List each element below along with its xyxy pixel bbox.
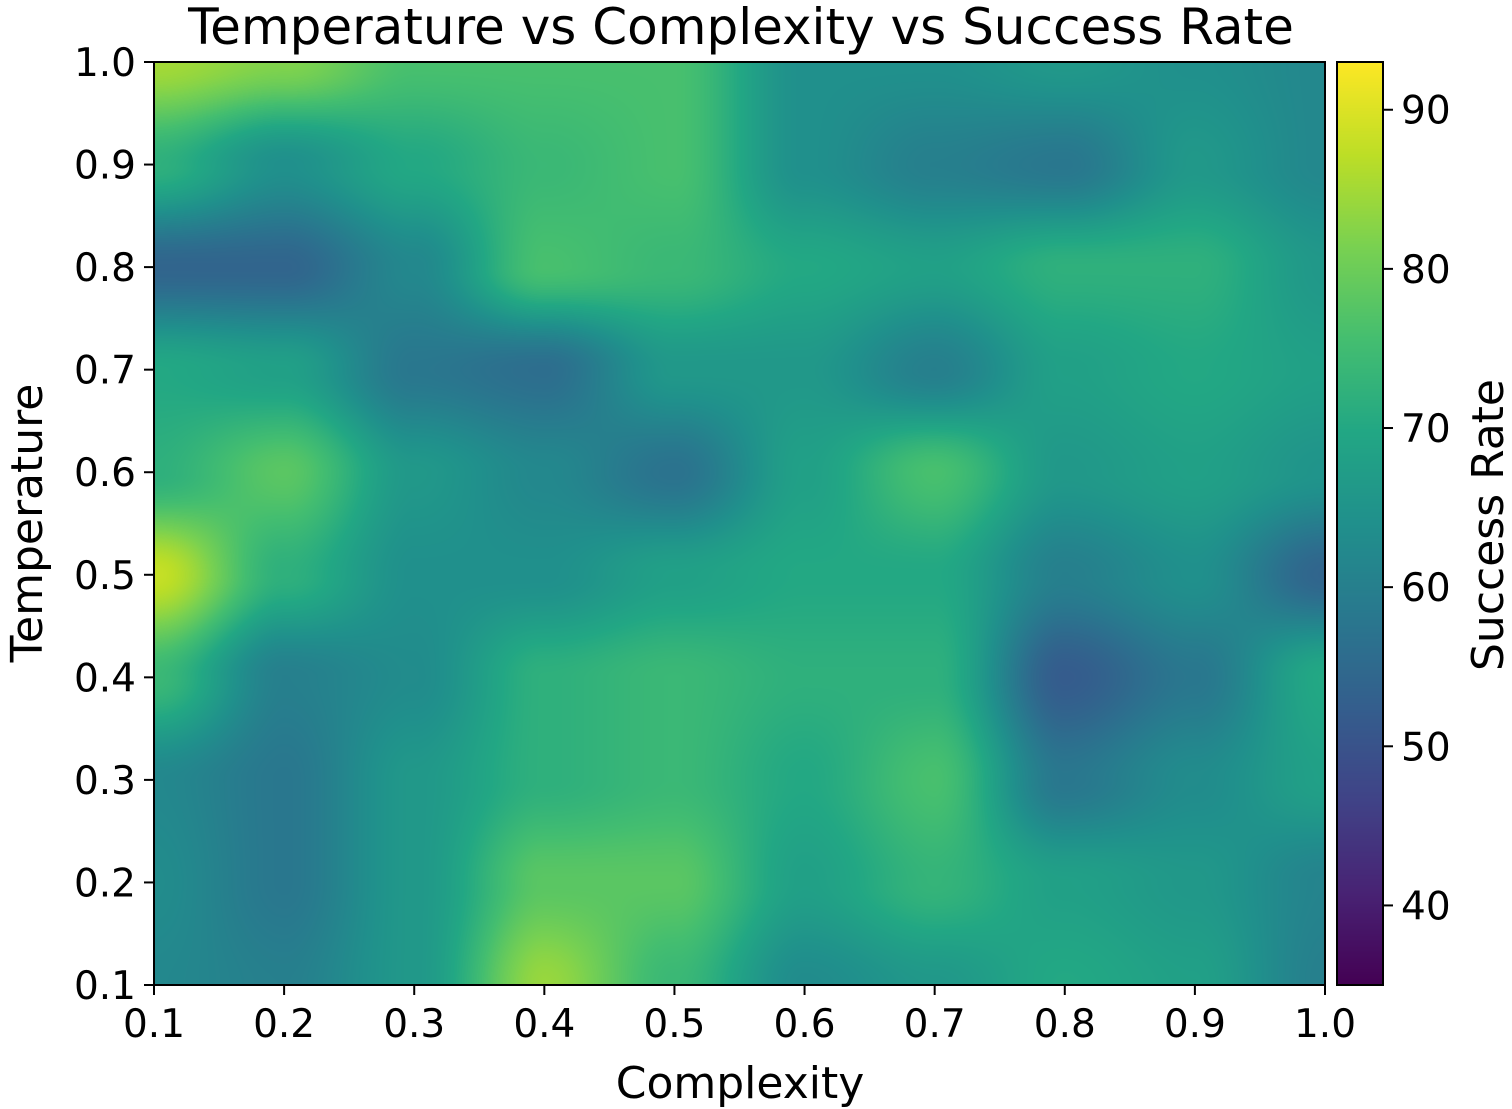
y-tick-label: 0.7 <box>74 349 136 394</box>
x-tick-label: 0.7 <box>904 1002 966 1047</box>
x-tick-label: 0.4 <box>513 1002 575 1047</box>
colorbar-frame <box>1336 61 1384 986</box>
y-tick-label: 0.9 <box>74 144 136 189</box>
x-tick-label: 0.8 <box>1034 1002 1096 1047</box>
x-axis-label: Complexity <box>616 1058 865 1109</box>
y-tick-label: 0.1 <box>74 964 136 1009</box>
y-tick-label: 0.4 <box>74 656 136 701</box>
y-tick-label: 0.2 <box>74 861 136 906</box>
y-axis-ticks: 0.1 0.2 0.3 0.4 0.5 0.6 0.7 0.8 0.9 1.0 <box>74 41 154 1009</box>
colorbar-label: Success Rate <box>1463 379 1512 671</box>
colorbar-tick-label: 40 <box>1401 884 1451 929</box>
colorbar-tick-label: 90 <box>1401 89 1451 134</box>
colorbar-tick-label: 60 <box>1401 566 1451 611</box>
colorbar-tick-label: 50 <box>1401 725 1451 770</box>
y-tick-label: 1.0 <box>74 41 136 86</box>
x-tick-label: 0.3 <box>383 1002 445 1047</box>
x-tick-label: 0.6 <box>774 1002 836 1047</box>
heatmap-surface <box>154 62 1325 985</box>
x-axis-ticks: 0.1 0.2 0.3 0.4 0.5 0.6 0.7 0.8 0.9 1.0 <box>123 985 1356 1047</box>
x-tick-label: 0.5 <box>643 1002 705 1047</box>
y-tick-label: 0.8 <box>74 246 136 291</box>
colorbar-ticks: 40 50 60 70 80 90 <box>1383 89 1451 929</box>
y-tick-label: 0.3 <box>74 759 136 804</box>
x-tick-label: 1.0 <box>1294 1002 1356 1047</box>
x-tick-label: 0.1 <box>123 1002 185 1047</box>
plot-frame <box>153 61 1326 986</box>
x-tick-label: 0.9 <box>1164 1002 1226 1047</box>
x-tick-label: 0.2 <box>253 1002 315 1047</box>
chart-title: Temperature vs Complexity vs Success Rat… <box>187 0 1294 56</box>
colorbar-tick-label: 70 <box>1401 407 1451 452</box>
y-axis-label: Temperature <box>2 384 53 664</box>
colorbar-tick-label: 80 <box>1401 248 1451 293</box>
colorbar-gradient <box>1337 62 1383 985</box>
y-tick-label: 0.5 <box>74 554 136 599</box>
y-tick-label: 0.6 <box>74 451 136 496</box>
